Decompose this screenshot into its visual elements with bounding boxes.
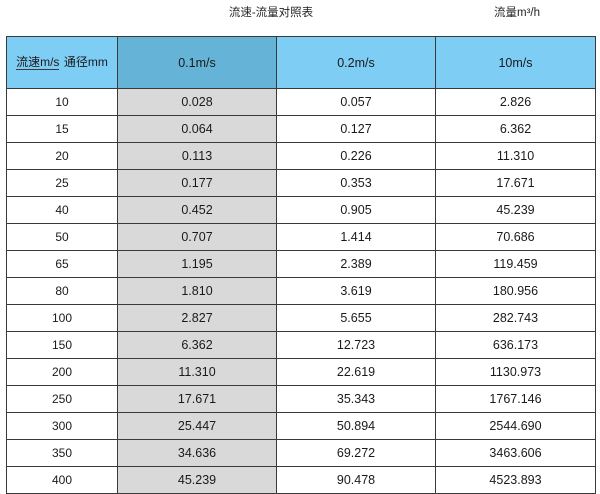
cell-diameter: 40: [6, 196, 118, 224]
corner-stack: 流速m/s 通径mm: [7, 50, 117, 75]
cell-flow-02: 90.478: [276, 466, 436, 494]
cell-flow-10: 1130.973: [435, 358, 596, 386]
cell-flow-10: 17.671: [435, 169, 596, 197]
flow-table-container: 流速m/s 通径mm 0.1m/s 0.2m/s 10m/s 10 0.028 …: [6, 36, 596, 494]
header-speed-1: 0.2m/s: [276, 36, 436, 89]
cell-flow-02: 35.343: [276, 385, 436, 413]
cell-diameter: 10: [6, 88, 118, 116]
table-row: 20 0.113 0.226 11.310: [6, 142, 596, 170]
cell-flow-02: 2.389: [276, 250, 436, 278]
table-header: 流速m/s 通径mm 0.1m/s 0.2m/s 10m/s: [6, 36, 596, 89]
header-speed-2: 10m/s: [435, 36, 596, 89]
table-row: 200 11.310 22.619 1130.973: [6, 358, 596, 386]
table-row: 15 0.064 0.127 6.362: [6, 115, 596, 143]
cell-flow-10: 11.310: [435, 142, 596, 170]
cell-flow-02: 0.127: [276, 115, 436, 143]
header-speed-0: 0.1m/s: [117, 36, 277, 89]
table-row: 250 17.671 35.343 1767.146: [6, 385, 596, 413]
cell-flow-10: 636.173: [435, 331, 596, 359]
cell-flow-01: 2.827: [117, 304, 277, 332]
flow-rate-table: 流速m/s 通径mm 0.1m/s 0.2m/s 10m/s 10 0.028 …: [6, 36, 596, 494]
cell-flow-01: 0.113: [117, 142, 277, 170]
cell-flow-10: 2544.690: [435, 412, 596, 440]
cell-flow-02: 22.619: [276, 358, 436, 386]
unit-title: 流量m³/h: [494, 7, 540, 19]
cell-flow-01: 0.707: [117, 223, 277, 251]
cell-diameter: 350: [6, 439, 118, 467]
cell-flow-02: 3.619: [276, 277, 436, 305]
table-row: 40 0.452 0.905 45.239: [6, 196, 596, 224]
table-body: 10 0.028 0.057 2.826 15 0.064 0.127 6.36…: [6, 88, 596, 494]
cell-flow-02: 12.723: [276, 331, 436, 359]
cell-flow-01: 25.447: [117, 412, 277, 440]
table-row: 10 0.028 0.057 2.826: [6, 88, 596, 116]
cell-flow-02: 1.414: [276, 223, 436, 251]
cell-flow-10: 119.459: [435, 250, 596, 278]
cell-diameter: 25: [6, 169, 118, 197]
cell-flow-01: 0.064: [117, 115, 277, 143]
table-row: 150 6.362 12.723 636.173: [6, 331, 596, 359]
cell-diameter: 400: [6, 466, 118, 494]
cell-flow-10: 3463.606: [435, 439, 596, 467]
cell-flow-10: 1767.146: [435, 385, 596, 413]
cell-flow-10: 180.956: [435, 277, 596, 305]
cell-diameter: 20: [6, 142, 118, 170]
table-row: 350 34.636 69.272 3463.606: [6, 439, 596, 467]
cell-flow-10: 2.826: [435, 88, 596, 116]
table-row: 65 1.195 2.389 119.459: [6, 250, 596, 278]
cell-diameter: 80: [6, 277, 118, 305]
table-row: 100 2.827 5.655 282.743: [6, 304, 596, 332]
table-row: 400 45.239 90.478 4523.893: [6, 466, 596, 494]
table-row: 80 1.810 3.619 180.956: [6, 277, 596, 305]
table-row: 25 0.177 0.353 17.671: [6, 169, 596, 197]
cell-flow-01: 17.671: [117, 385, 277, 413]
cell-flow-10: 45.239: [435, 196, 596, 224]
cell-flow-02: 50.894: [276, 412, 436, 440]
cell-flow-02: 0.226: [276, 142, 436, 170]
cell-diameter: 250: [6, 385, 118, 413]
cell-flow-01: 6.362: [117, 331, 277, 359]
cell-flow-10: 282.743: [435, 304, 596, 332]
cell-diameter: 65: [6, 250, 118, 278]
corner-label-velocity: 流速m/s: [16, 55, 60, 70]
cell-flow-10: 4523.893: [435, 466, 596, 494]
cell-flow-01: 34.636: [117, 439, 277, 467]
page-title: 流速-流量对照表: [228, 7, 314, 19]
cell-flow-02: 0.353: [276, 169, 436, 197]
table-row: 300 25.447 50.894 2544.690: [6, 412, 596, 440]
header-corner-cell: 流速m/s 通径mm: [6, 36, 118, 89]
cell-flow-02: 0.905: [276, 196, 436, 224]
cell-diameter: 15: [6, 115, 118, 143]
cell-flow-01: 0.028: [117, 88, 277, 116]
cell-flow-01: 45.239: [117, 466, 277, 494]
cell-flow-02: 0.057: [276, 88, 436, 116]
header-row: 流速m/s 通径mm 0.1m/s 0.2m/s 10m/s: [6, 36, 596, 89]
cell-diameter: 200: [6, 358, 118, 386]
title-band: 流速-流量对照表 流量m³/h: [0, 0, 600, 32]
cell-flow-02: 69.272: [276, 439, 436, 467]
cell-flow-01: 11.310: [117, 358, 277, 386]
cell-flow-01: 1.810: [117, 277, 277, 305]
table-row: 50 0.707 1.414 70.686: [6, 223, 596, 251]
cell-diameter: 100: [6, 304, 118, 332]
cell-diameter: 150: [6, 331, 118, 359]
cell-flow-02: 5.655: [276, 304, 436, 332]
cell-flow-01: 1.195: [117, 250, 277, 278]
cell-flow-10: 70.686: [435, 223, 596, 251]
cell-flow-01: 0.177: [117, 169, 277, 197]
corner-label-diameter: 通径mm: [63, 55, 108, 69]
cell-flow-01: 0.452: [117, 196, 277, 224]
cell-diameter: 300: [6, 412, 118, 440]
cell-diameter: 50: [6, 223, 118, 251]
cell-flow-10: 6.362: [435, 115, 596, 143]
